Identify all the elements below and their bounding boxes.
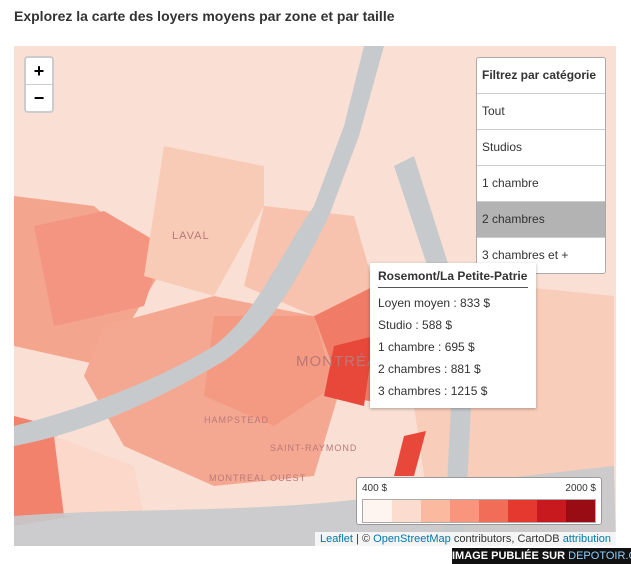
category-filter: Filtrez par catégorie Tout Studios 1 cha… [476,57,606,274]
map-label: SAINT-RAYMOND [270,443,357,453]
map-label: MONTREAL OUEST [209,473,306,483]
filter-heading: Filtrez par catégorie [482,68,597,82]
legend: 400 $ 2000 $ [356,477,602,525]
link[interactable]: Leaflet [319,533,353,545]
map-label: LAVAL [172,230,210,242]
map-label: HAMPSTEAD [204,415,269,425]
tooltip-line: Loyen moyen : 833 $ [378,296,491,310]
page-title: Explorez la carte des loyers moyens par … [14,8,395,24]
attribution-text: | © [356,533,371,545]
link[interactable]: OpenStreetMap [373,533,451,545]
filter-option[interactable]: Tout [477,93,605,129]
legend-min: 400 $ [362,483,388,494]
zoom-control: + − [24,56,54,113]
tooltip-title: Rosemont/La Petite-Patrie [378,269,528,288]
map-label: MONTRÉAL [296,353,387,370]
zoom-in[interactable]: + [33,61,45,81]
map[interactable]: LAVAL MONTRÉAL HAMPSTEAD SAINT-RAYMOND M… [14,46,616,546]
tooltip-line: 2 chambres : 881 $ [378,362,481,376]
attribution-text: contributors, CartoDB [453,533,560,545]
tooltip-line: Studio : 588 $ [378,318,453,332]
legend-scale [362,499,596,523]
filter-option[interactable]: 2 chambres [477,201,605,237]
filter-option[interactable]: 1 chambre [477,165,605,201]
zoom-out[interactable]: − [26,84,52,111]
filter-option[interactable]: Studios [477,129,605,165]
attribution: Leaflet | © OpenStreetMap contributors, … [314,532,616,546]
tooltip: Rosemont/La Petite-Patrie Loyen moyen : … [370,263,536,408]
link[interactable]: attribution [562,533,611,545]
watermark-site: DEPOTOIR.CA [568,550,631,562]
filter-option[interactable]: 3 chambres et + [477,237,605,273]
tooltip-line: 3 chambres : 1215 $ [378,384,488,398]
legend-max: 2000 $ [565,483,596,494]
tooltip-line: 1 chambre : 695 $ [378,340,475,354]
watermark-text: IMAGE PUBLIÉE SUR [452,550,566,562]
watermark: IMAGE PUBLIÉE SUR DEPOTOIR.CA [452,548,631,564]
